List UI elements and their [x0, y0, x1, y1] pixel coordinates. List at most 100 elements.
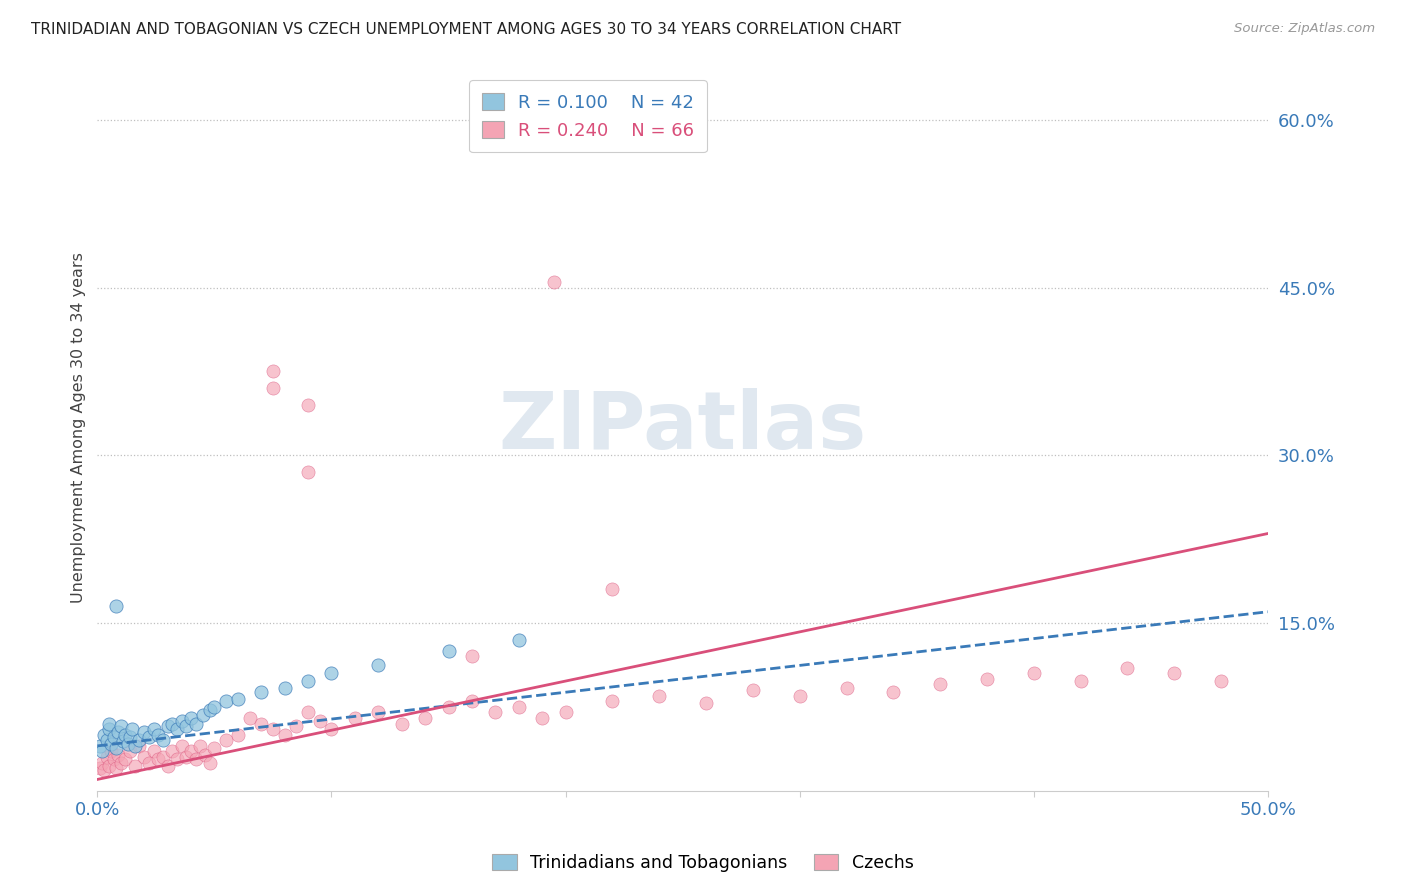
Point — [105, 761, 128, 775]
Point — [107, 747, 129, 762]
Point — [1070, 674, 1092, 689]
Point — [148, 728, 170, 742]
Point — [190, 739, 212, 753]
Point — [117, 737, 139, 751]
Point — [112, 734, 135, 748]
Point — [273, 681, 295, 695]
Point — [226, 728, 249, 742]
Point — [184, 716, 207, 731]
Point — [98, 759, 121, 773]
Point — [120, 730, 142, 744]
Point — [162, 744, 184, 758]
Point — [180, 711, 202, 725]
Point — [297, 674, 319, 689]
Text: Source: ZipAtlas.com: Source: ZipAtlas.com — [1234, 22, 1375, 36]
Point — [367, 706, 389, 720]
Point — [91, 756, 114, 770]
Point — [543, 275, 565, 289]
Point — [929, 677, 952, 691]
Point — [391, 716, 413, 731]
Point — [215, 733, 238, 747]
Point — [152, 750, 174, 764]
Point — [262, 722, 284, 736]
Point — [437, 699, 460, 714]
Point — [128, 739, 150, 753]
Point — [180, 744, 202, 758]
Point — [170, 714, 193, 729]
Point — [103, 752, 125, 766]
Point — [142, 744, 165, 758]
Point — [297, 465, 319, 479]
Point — [285, 719, 308, 733]
Point — [789, 689, 811, 703]
Point — [110, 719, 132, 733]
Y-axis label: Unemployment Among Ages 30 to 34 years: Unemployment Among Ages 30 to 34 years — [72, 252, 86, 603]
Point — [250, 716, 273, 731]
Point — [176, 750, 198, 764]
Point — [105, 741, 128, 756]
Point — [648, 689, 671, 703]
Point — [461, 649, 484, 664]
Point — [124, 759, 146, 773]
Point — [882, 685, 904, 699]
Point — [124, 739, 146, 753]
Point — [121, 722, 143, 736]
Point — [114, 752, 136, 766]
Point — [202, 699, 225, 714]
Point — [461, 694, 484, 708]
Point — [96, 750, 118, 764]
Point — [128, 733, 150, 747]
Point — [413, 711, 436, 725]
Text: ZIPatlas: ZIPatlas — [499, 388, 866, 467]
Point — [166, 752, 188, 766]
Point — [120, 744, 142, 758]
Point — [194, 747, 217, 762]
Point — [741, 683, 763, 698]
Point — [89, 761, 111, 775]
Legend: Trinidadians and Tobagonians, Czechs: Trinidadians and Tobagonians, Czechs — [485, 847, 921, 879]
Point — [138, 730, 160, 744]
Point — [321, 722, 343, 736]
Point — [238, 711, 260, 725]
Point — [297, 706, 319, 720]
Point — [93, 728, 115, 742]
Point — [100, 737, 122, 751]
Point — [156, 719, 179, 733]
Point — [98, 716, 121, 731]
Point — [602, 582, 624, 597]
Point — [508, 699, 530, 714]
Point — [602, 694, 624, 708]
Point — [98, 722, 121, 736]
Point — [91, 744, 114, 758]
Point — [554, 706, 576, 720]
Point — [105, 599, 128, 614]
Point — [1116, 660, 1139, 674]
Point — [170, 739, 193, 753]
Point — [100, 744, 122, 758]
Point — [134, 725, 156, 739]
Point — [198, 703, 221, 717]
Point — [148, 752, 170, 766]
Point — [273, 728, 295, 742]
Point — [103, 730, 125, 744]
Text: TRINIDADIAN AND TOBAGONIAN VS CZECH UNEMPLOYMENT AMONG AGES 30 TO 34 YEARS CORRE: TRINIDADIAN AND TOBAGONIAN VS CZECH UNEM… — [31, 22, 901, 37]
Point — [543, 90, 565, 104]
Point — [226, 692, 249, 706]
Point — [343, 711, 366, 725]
Point — [262, 364, 284, 378]
Point — [152, 733, 174, 747]
Point — [835, 681, 858, 695]
Point — [531, 711, 554, 725]
Point — [695, 697, 717, 711]
Point — [262, 381, 284, 395]
Point — [110, 756, 132, 770]
Point — [437, 644, 460, 658]
Point — [191, 707, 214, 722]
Point — [250, 685, 273, 699]
Point — [89, 739, 111, 753]
Point — [166, 722, 188, 736]
Point — [156, 759, 179, 773]
Point — [321, 666, 343, 681]
Point — [96, 733, 118, 747]
Point — [134, 750, 156, 764]
